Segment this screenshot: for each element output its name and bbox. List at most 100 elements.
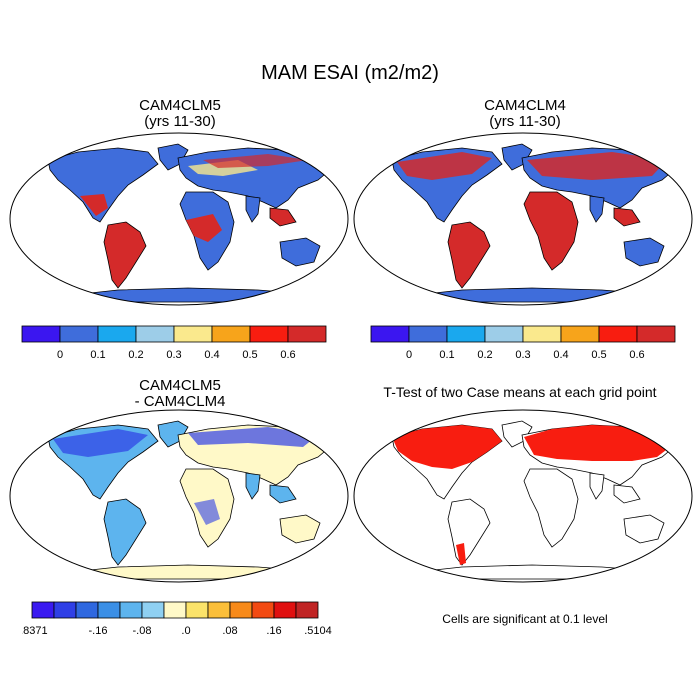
ttest-note: Cells are significant at 0.1 level [442,612,608,626]
seAsia-landmass [269,484,297,504]
map-frame [9,409,349,583]
india-landmass [589,472,605,500]
field-patch [194,499,220,525]
australia-landmass [279,237,321,267]
panel3-title-line1: CAM4CLM5 [139,377,221,394]
colorbar-swatch [484,325,524,343]
colorbar-tick-label: 0.2 [128,349,143,361]
colorbar-cam4clm5: 0 0.1 0.2 0.3 0.4 0.5 0.6 [20,324,330,369]
map-frame [353,409,693,583]
colorbar-swatch [173,325,213,343]
panel2-title-line1: CAM4CLM4 [484,97,566,114]
colorbar-difference: -.8371 -.16 -.08 .0 .08 .16 .5104 [16,600,342,645]
field-patch [188,427,318,447]
colorbar-swatch [135,325,175,343]
india-landmass [245,472,261,500]
africa-landmass [523,191,579,271]
colorbar-tick-label: .08 [222,625,237,637]
colorbar-swatch [229,601,253,619]
map-frame [353,132,693,306]
colorbar-swatch [249,325,289,343]
panel1-title-line2: (yrs 11-30) [144,113,216,130]
colorbar-swatch [370,325,410,343]
colorbar-swatch [97,601,121,619]
northAmerica-landmass [47,147,159,223]
seAsia-landmass [269,207,297,227]
colorbar-swatch [119,601,143,619]
colorbar-swatch [295,601,319,619]
panel2-title: CAM4CLM4 (yrs 11-30) [405,98,645,130]
field-patch [527,152,667,180]
field-patch [203,154,308,168]
colorbar-swatch [141,601,165,619]
africa-landmass [523,468,579,548]
colorbar-swatch [59,325,99,343]
colorbar-tick-label: 0.1 [90,349,105,361]
colorbar-swatch [185,601,209,619]
map-frame [9,132,349,306]
panel3-title: CAM4CLM5 - CAM4CLM4 [60,378,300,410]
australia-landmass [623,237,665,267]
colorbar-tick-label: -.16 [89,625,108,637]
colorbar-swatch [251,601,275,619]
colorbar-tick-label: 0.4 [204,349,219,361]
colorbar-tick-label: 0 [57,349,63,361]
southAmerica-landmass [447,221,491,289]
colorbar-swatch [598,325,638,343]
colorbar-swatch [163,601,187,619]
colorbar-swatch [273,601,297,619]
colorbar-swatch [97,325,137,343]
colorbar-tick-label: 0.1 [439,349,454,361]
colorbar-tick-label: 0.3 [166,349,181,361]
colorbar-swatch [53,601,77,619]
colorbar-tick-label: 0.6 [629,349,644,361]
panel1-title-line1: CAM4CLM5 [139,97,221,114]
colorbar-tick-label: 0.5 [591,349,606,361]
colorbar-swatch [636,325,676,343]
colorbar-tick-label: 0.2 [477,349,492,361]
colorbar-swatch [446,325,486,343]
panel4-title-line1: T-Test of two Case means at each grid po… [383,384,657,400]
colorbar-swatch [75,601,99,619]
map-panel-cam4clm5 [8,130,350,308]
seAsia-landmass [613,484,641,504]
field-patch [397,152,492,180]
colorbar-tick-label: 0 [406,349,412,361]
colorbar-swatch [560,325,600,343]
main-title: MAM ESAI (m2/m2) [261,62,439,84]
colorbar-tick-label: 0.5 [242,349,257,361]
field-patch [524,425,670,461]
field-patch [186,214,222,242]
panel4-title: T-Test of two Case means at each grid po… [355,384,685,400]
panel2-title-line2: (yrs 11-30) [489,113,561,130]
seAsia-landmass [613,207,641,227]
india-landmass [245,195,261,223]
colorbar-swatch [21,325,61,343]
australia-landmass [279,514,321,544]
map-panel-ttest [352,407,694,585]
colorbar-tick-label: -.08 [133,625,152,637]
southAmerica-landmass [103,498,147,566]
colorbar-tick-label: .16 [266,625,281,637]
colorbar-swatch [31,601,55,619]
field-patch [53,429,148,457]
colorbar-swatch [207,601,231,619]
field-patch [392,425,502,469]
colorbar-cam4clm4: 0 0.1 0.2 0.3 0.4 0.5 0.6 [369,324,679,369]
colorbar-tick-label: 0.3 [515,349,530,361]
panel3-title-line2: - CAM4CLM4 [134,393,226,410]
colorbar-swatch [408,325,448,343]
colorbar-swatch [522,325,562,343]
field-patch [80,194,108,216]
australia-landmass [623,514,665,544]
colorbar-tick-label: -.8371 [22,625,48,637]
panel1-title: CAM4CLM5 (yrs 11-30) [60,98,300,130]
map-panel-difference [8,407,350,585]
field-patch [456,543,466,565]
india-landmass [589,195,605,223]
colorbar-tick-label: .5104 [304,625,332,637]
southAmerica-landmass [103,221,147,289]
colorbar-swatch [287,325,327,343]
colorbar-tick-label: 0.6 [280,349,295,361]
colorbar-swatch [211,325,251,343]
